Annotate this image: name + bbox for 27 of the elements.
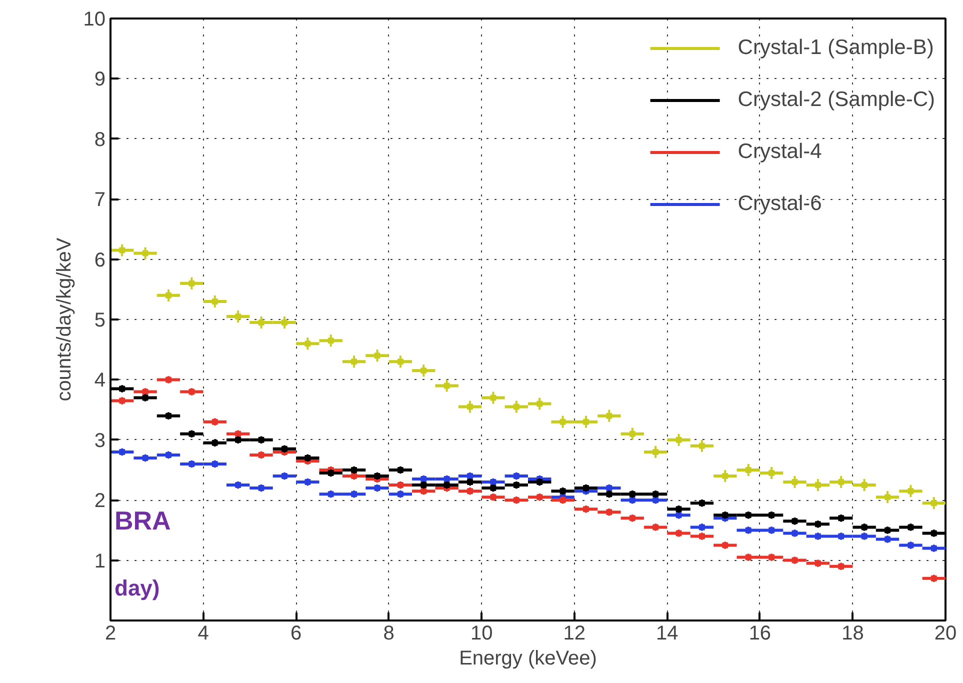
x-tick-label: 12 <box>563 622 586 644</box>
y-tick-label: 1 <box>94 550 106 572</box>
y-tick-label: 5 <box>94 310 106 332</box>
x-tick-label: 10 <box>470 622 493 644</box>
x-tick-label: 8 <box>383 622 394 644</box>
y-axis-title: counts/day/kg/keV <box>53 237 76 402</box>
x-tick-label: 16 <box>748 622 772 644</box>
x-tick-label: 4 <box>198 622 209 644</box>
y-tick-label: 8 <box>94 128 106 151</box>
x-tick-label: 6 <box>290 622 302 644</box>
y-tick-label: 6 <box>94 249 106 272</box>
x-tick-label: 20 <box>934 622 957 644</box>
legend-label: Crystal-4 <box>738 140 822 164</box>
annotation: BRA <box>114 506 172 536</box>
y-tick-label: 3 <box>94 430 106 452</box>
x-tick-label: 18 <box>842 622 864 644</box>
x-axis-title: Energy (keVee) <box>459 648 597 670</box>
legend-label: Crystal-6 <box>738 192 822 216</box>
y-tick-label: 10 <box>83 8 106 30</box>
x-tick-label: 14 <box>656 622 678 644</box>
annotation: day) <box>114 576 160 600</box>
y-tick-label: 4 <box>94 370 106 392</box>
y-tick-label: 9 <box>94 68 106 91</box>
legend-label: Crystal-1 (Sample-B) <box>738 36 934 60</box>
legend-label: Crystal-2 (Sample-C) <box>738 88 935 112</box>
y-tick-label: 2 <box>94 490 106 512</box>
y-tick-label: 7 <box>94 189 106 212</box>
